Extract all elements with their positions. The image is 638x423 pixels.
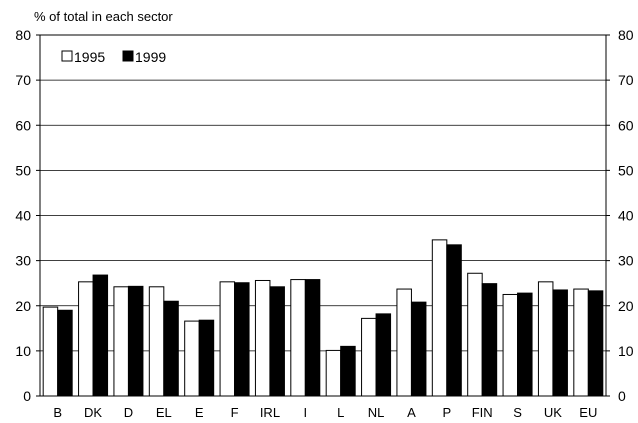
y-axis-label: % of total in each sector xyxy=(34,9,173,24)
x-tick-label: E xyxy=(195,405,204,420)
bar-1995-e xyxy=(184,320,200,397)
y-tick-label-left: 30 xyxy=(15,253,31,269)
bar-1995-irl xyxy=(254,279,271,397)
bar-1999-d xyxy=(127,285,144,397)
plot-area-frame xyxy=(39,34,607,397)
x-tick-label: EL xyxy=(156,405,172,420)
bar-1995-el xyxy=(148,286,165,397)
y-tick-label-left: 10 xyxy=(15,343,31,359)
x-tick-label: S xyxy=(513,405,522,420)
y-tick-label-right: 40 xyxy=(618,208,634,224)
y-tick-label-right: 30 xyxy=(618,253,634,269)
bar-1995-d xyxy=(113,286,129,397)
x-tick-label: A xyxy=(407,405,416,420)
bar-1995-s xyxy=(502,293,519,397)
bar-1999-l xyxy=(340,345,356,397)
bar-1999-s xyxy=(517,292,533,397)
bar-1999-p xyxy=(446,244,462,397)
y-tick-label-left: 70 xyxy=(15,72,31,88)
bar-1995-fin xyxy=(467,272,483,397)
bar-1995-uk xyxy=(537,281,554,397)
x-tick-label: F xyxy=(231,405,239,420)
y-axis-left-ticks: 0 10 20 30 40 50 60 70 80 xyxy=(15,27,40,404)
x-tick-label: EU xyxy=(579,405,597,420)
bar-1999-i xyxy=(304,279,321,397)
bar-1999-a xyxy=(410,301,427,397)
bar-1995-a xyxy=(396,288,412,397)
bar-1995-dk xyxy=(78,281,94,397)
x-tick-label: I xyxy=(304,405,308,420)
y-tick-label-left: 80 xyxy=(15,27,31,43)
y-tick-label-right: 70 xyxy=(618,72,634,88)
x-tick-label: B xyxy=(53,405,62,420)
y-tick-label-left: 60 xyxy=(15,117,31,133)
x-tick-label: UK xyxy=(544,405,562,420)
bar-1995-f xyxy=(219,281,236,397)
y-tick-label-right: 20 xyxy=(618,298,634,314)
bar-1999-b xyxy=(57,309,73,397)
y-tick-label-left: 50 xyxy=(15,162,31,178)
bar-1999-nl xyxy=(375,313,392,397)
x-tick-label: FIN xyxy=(472,405,493,420)
x-tick-label: D xyxy=(124,405,133,420)
y-tick-label-right: 80 xyxy=(618,27,634,43)
bar-1999-irl xyxy=(269,286,285,397)
bar-1999-fin xyxy=(481,283,498,397)
bar-1995-nl xyxy=(361,317,377,397)
bar-1999-eu xyxy=(587,290,604,397)
bar-1999-dk xyxy=(92,274,109,397)
x-tick-label: P xyxy=(442,405,451,420)
y-axis-right-ticks: 0 10 20 30 40 50 60 70 80 xyxy=(606,27,634,404)
y-tick-label-left: 0 xyxy=(23,388,31,404)
x-tick-label: NL xyxy=(368,405,385,420)
y-tick-label-right: 0 xyxy=(618,388,626,404)
legend-swatch-1995 xyxy=(61,50,73,62)
legend: 1995 1999 xyxy=(61,49,166,65)
legend-label-1995: 1995 xyxy=(74,49,105,65)
y-tick-label-left: 20 xyxy=(15,298,31,314)
y-tick-label-left: 40 xyxy=(15,208,31,224)
bar-1995-i xyxy=(290,279,306,397)
x-tick-label: IRL xyxy=(260,405,280,420)
bar-1995-b xyxy=(42,306,59,397)
bar-1995-eu xyxy=(573,288,589,397)
legend-swatch-1999 xyxy=(122,50,134,62)
x-tick-label: L xyxy=(337,405,344,420)
bar-1999-uk xyxy=(552,289,568,397)
legend-label-1999: 1999 xyxy=(135,49,166,65)
bar-1999-f xyxy=(234,282,250,397)
y-tick-label-right: 10 xyxy=(618,343,634,359)
bar-1995-l xyxy=(325,349,342,397)
bar-1995-p xyxy=(431,239,448,397)
bars xyxy=(42,239,604,397)
x-axis-ticks: B DK D EL E F IRL I L NL A P FIN S UK EU xyxy=(53,405,597,420)
bar-1999-e xyxy=(198,319,215,397)
y-tick-label-right: 50 xyxy=(618,162,634,178)
x-tick-label: DK xyxy=(84,405,102,420)
bar-1999-el xyxy=(163,300,179,397)
y-tick-label-right: 60 xyxy=(618,117,634,133)
